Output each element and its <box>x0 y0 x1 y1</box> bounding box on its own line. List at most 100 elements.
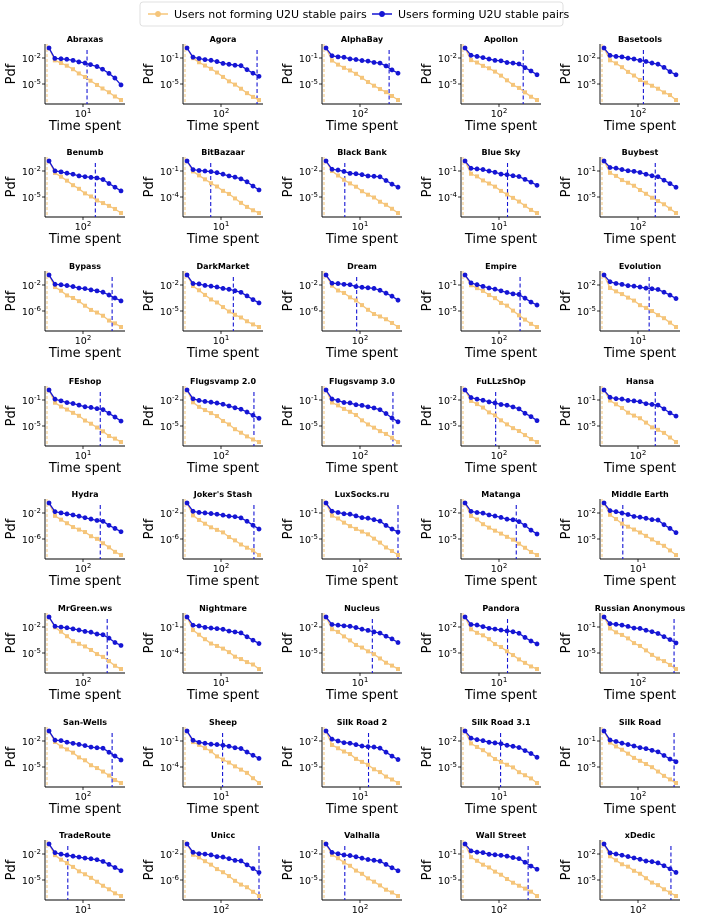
panel-title: DarkMarket <box>197 262 250 271</box>
y-axis-label: Pdf <box>142 518 157 539</box>
data-point-not-pairs <box>53 400 58 405</box>
panel-title: Valhalla <box>344 831 380 840</box>
data-point-not-pairs <box>94 198 99 203</box>
data-point-pairs <box>64 625 70 631</box>
data-point-pairs <box>238 858 244 864</box>
data-point-not-pairs <box>389 663 394 668</box>
data-point-not-pairs <box>112 94 117 99</box>
x-tick-label: 101 <box>352 220 369 233</box>
data-point-not-pairs <box>631 755 636 760</box>
data-point-not-pairs <box>250 94 255 99</box>
data-point-pairs <box>516 292 522 297</box>
data-point-not-pairs <box>214 414 219 419</box>
data-point-pairs <box>58 510 64 516</box>
data-point-not-pairs <box>209 749 214 754</box>
x-tick-label: 101 <box>213 790 230 803</box>
y-axis-label: Pdf <box>281 405 296 426</box>
data-point-not-pairs <box>112 778 117 783</box>
data-point-not-pairs <box>119 325 123 329</box>
data-point-not-pairs <box>353 868 358 873</box>
data-point-pairs <box>383 290 389 296</box>
data-point-pairs <box>480 55 486 60</box>
data-point-not-pairs <box>244 91 249 96</box>
data-point-pairs <box>184 614 190 620</box>
data-point-pairs <box>244 749 250 755</box>
y-axis-label: Pdf <box>420 405 435 426</box>
data-point-pairs <box>208 741 214 747</box>
data-point-not-pairs <box>510 426 515 431</box>
panel-title: Evolution <box>619 262 662 271</box>
y-axis-label: Pdf <box>4 746 19 767</box>
data-point-pairs <box>534 641 540 647</box>
data-point-not-pairs <box>608 512 613 517</box>
data-point-pairs <box>619 167 625 172</box>
data-point-not-pairs <box>469 741 474 746</box>
y-axis-label: Pdf <box>281 63 296 84</box>
data-point-not-pairs <box>341 177 346 182</box>
x-tick-label: 102 <box>491 449 508 462</box>
series-line-not-pairs <box>186 389 260 443</box>
data-point-not-pairs <box>371 312 376 317</box>
data-point-not-pairs <box>348 752 353 757</box>
data-point-pairs <box>196 398 202 403</box>
y-tick-label: 10-2 <box>22 507 41 520</box>
data-point-pairs <box>383 63 389 69</box>
data-point-pairs <box>365 285 371 291</box>
x-tick-label: 102 <box>630 449 647 462</box>
x-axis-label: Time spent <box>603 232 676 247</box>
data-point-pairs <box>516 519 522 525</box>
data-point-not-pairs <box>106 203 111 208</box>
data-point-pairs <box>250 637 256 643</box>
data-point-not-pairs <box>112 663 117 668</box>
data-point-pairs <box>522 748 528 754</box>
data-point-not-pairs <box>643 305 648 310</box>
data-point-not-pairs <box>396 667 400 671</box>
data-point-not-pairs <box>480 405 485 410</box>
data-point-pairs <box>371 629 377 635</box>
data-point-pairs <box>46 272 52 278</box>
data-point-pairs <box>637 856 643 862</box>
data-point-not-pairs <box>94 425 99 430</box>
data-point-not-pairs <box>76 186 81 191</box>
data-point-pairs <box>528 863 534 869</box>
panel-title: Nucleus <box>344 604 380 613</box>
data-point-pairs <box>347 740 353 746</box>
data-point-not-pairs <box>214 643 219 648</box>
data-point-pairs <box>58 398 64 404</box>
data-point-not-pairs <box>197 855 202 860</box>
data-point-not-pairs <box>88 421 93 426</box>
y-tick-label: 10-2 <box>22 165 41 178</box>
data-point-pairs <box>661 753 667 758</box>
data-point-pairs <box>468 735 474 741</box>
x-tick-label: 102 <box>75 334 92 347</box>
data-point-pairs <box>601 500 607 506</box>
data-point-not-pairs <box>100 86 105 91</box>
data-point-not-pairs <box>389 548 394 553</box>
data-point-pairs <box>226 61 232 67</box>
data-point-not-pairs <box>209 411 214 416</box>
y-tick-label: 10-1 <box>577 165 596 178</box>
data-point-pairs <box>335 851 341 857</box>
data-point-pairs <box>667 410 673 416</box>
data-point-pairs <box>190 849 196 855</box>
data-point-not-pairs <box>649 765 654 770</box>
data-point-not-pairs <box>608 740 613 745</box>
data-point-pairs <box>226 743 232 749</box>
data-point-pairs <box>643 285 649 291</box>
x-axis-label: Time spent <box>464 574 537 589</box>
data-point-pairs <box>335 54 341 60</box>
data-point-pairs <box>371 173 377 179</box>
data-point-pairs <box>323 728 329 734</box>
y-axis-label: Pdf <box>142 859 157 880</box>
data-point-not-pairs <box>535 211 539 215</box>
data-point-not-pairs <box>59 517 64 522</box>
x-tick-label: 102 <box>352 334 369 347</box>
data-point-pairs <box>329 166 335 172</box>
legend: Users not forming U2U stable pairs Users… <box>139 1 569 27</box>
data-point-pairs <box>58 169 64 175</box>
y-tick-label: 10-2 <box>22 52 41 65</box>
y-tick-label: 10-5 <box>577 761 596 774</box>
y-axis-label: Pdf <box>420 746 435 767</box>
data-point-not-pairs <box>377 199 382 204</box>
